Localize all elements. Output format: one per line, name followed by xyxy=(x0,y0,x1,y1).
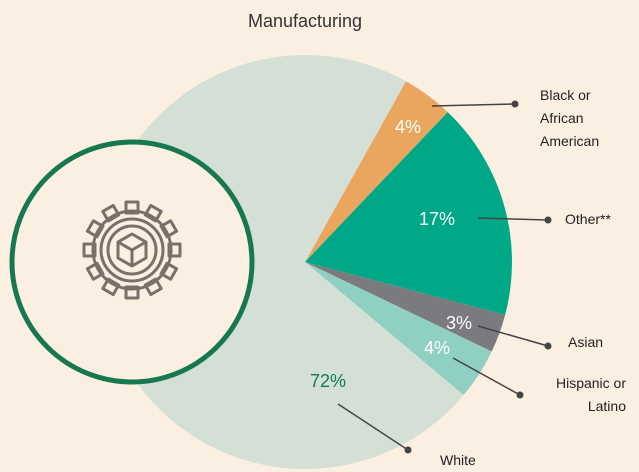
gear-tooth xyxy=(101,277,121,297)
leader-line xyxy=(337,403,409,451)
legend-label: White xyxy=(440,452,476,468)
leader-dot xyxy=(516,391,524,399)
leader-line xyxy=(477,325,549,347)
pie-slice xyxy=(305,262,506,352)
pie-slice xyxy=(305,262,492,396)
icon-badge xyxy=(9,139,255,385)
gear-tooth xyxy=(159,219,179,239)
gear-tooth xyxy=(143,277,163,297)
gear-tooth xyxy=(159,261,179,281)
value-label: 72% xyxy=(310,371,346,391)
pie-slice xyxy=(305,112,512,315)
value-label: 3% xyxy=(446,313,472,333)
leader-dot xyxy=(404,446,412,454)
gear-tooth xyxy=(85,219,105,239)
legend-label: Hispanic or Latino xyxy=(555,375,626,414)
gear-tooth xyxy=(124,200,140,215)
leader-line xyxy=(477,217,549,221)
value-label: 4% xyxy=(395,117,421,137)
legend-label: Other** xyxy=(565,211,611,227)
gear-icon xyxy=(82,200,182,300)
gear-tooth xyxy=(85,261,105,281)
value-label: 17% xyxy=(419,209,455,229)
leader-line xyxy=(431,103,516,107)
pie-slice xyxy=(305,81,448,262)
chart-title: Manufacturing xyxy=(248,11,362,31)
gear-tooth xyxy=(143,203,163,223)
gear-tooth xyxy=(101,203,121,223)
legend-label: Asian xyxy=(568,334,604,350)
leader-line xyxy=(452,357,521,396)
value-label: 4% xyxy=(424,338,450,358)
leader-dot xyxy=(544,216,552,224)
legend-label: Black or African American xyxy=(540,87,600,149)
leader-dot xyxy=(544,342,552,350)
leader-dot xyxy=(511,100,519,108)
gear-tooth xyxy=(124,285,140,300)
